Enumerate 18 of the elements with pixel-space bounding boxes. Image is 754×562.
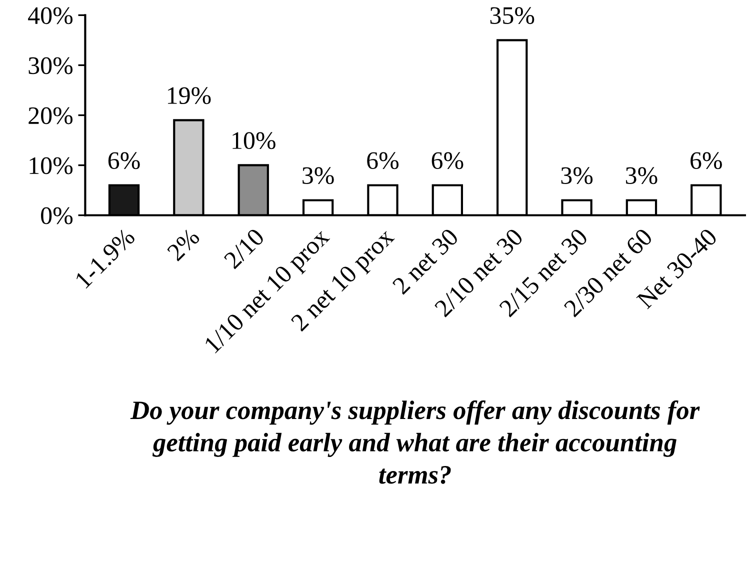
data-label: 19% bbox=[168, 87, 211, 104]
data-label: 6% bbox=[108, 152, 140, 170]
y-tick-label: 40% bbox=[28, 7, 73, 24]
y-tick-label: 30% bbox=[28, 57, 73, 74]
y-tick-label: 0% bbox=[41, 207, 73, 224]
data-label: 3% bbox=[302, 167, 334, 184]
data-label: 6% bbox=[690, 152, 722, 170]
data-label: 6% bbox=[432, 152, 464, 170]
data-label: 3% bbox=[626, 167, 658, 184]
x-tick-label: 2% bbox=[166, 227, 201, 262]
data-label: 35% bbox=[490, 7, 534, 24]
y-tick-label: 10% bbox=[30, 157, 73, 174]
data-label: 3% bbox=[561, 167, 593, 184]
data-label: 10% bbox=[232, 132, 276, 150]
x-axis-title: Do your company's suppliers offer any discounts for getting paid early and what are their accounting terms? bbox=[130, 400, 700, 484]
data-label: 6% bbox=[367, 152, 399, 170]
y-tick-label: 20% bbox=[28, 107, 73, 124]
x-tick-label: 2/10 bbox=[223, 228, 266, 270]
